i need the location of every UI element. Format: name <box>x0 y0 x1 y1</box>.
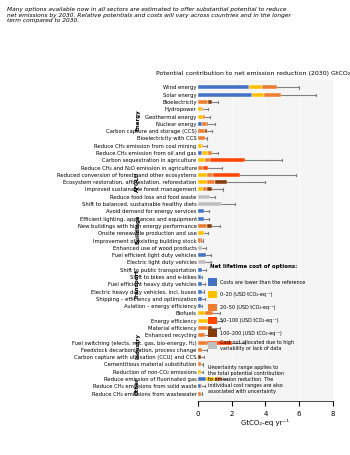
Bar <box>198 392 201 395</box>
Bar <box>202 122 206 126</box>
Bar <box>198 107 202 111</box>
Bar <box>198 224 206 228</box>
Bar <box>262 86 277 90</box>
Bar <box>198 246 202 250</box>
Bar <box>208 318 213 323</box>
Bar <box>198 231 204 235</box>
Bar <box>252 93 264 97</box>
Text: Energy: Energy <box>135 109 140 131</box>
Bar <box>206 173 213 177</box>
Text: Uncertainty range applies to
the total potential contribution
to emission reduct: Uncertainty range applies to the total p… <box>208 365 284 394</box>
Bar <box>198 362 201 366</box>
Bar <box>215 180 227 184</box>
Bar <box>206 187 212 192</box>
Bar <box>198 144 202 148</box>
Bar <box>201 238 202 243</box>
Bar <box>198 282 202 286</box>
Bar <box>206 224 212 228</box>
Bar <box>202 107 203 111</box>
Bar <box>198 318 208 323</box>
Text: 100–200 (USD tCO₂-eq⁻¹): 100–200 (USD tCO₂-eq⁻¹) <box>220 331 281 335</box>
Text: AFOLU: AFOLU <box>135 172 140 192</box>
Bar <box>264 93 281 97</box>
Bar <box>213 173 240 177</box>
Bar <box>198 370 201 374</box>
Text: Cost not allocated due to high
variability or lack of data: Cost not allocated due to high variabili… <box>220 340 294 351</box>
Bar <box>198 187 203 192</box>
Bar <box>198 289 202 293</box>
Bar <box>205 129 206 133</box>
Bar <box>208 151 212 155</box>
Bar <box>205 311 213 315</box>
Bar <box>198 115 203 119</box>
Bar <box>210 158 245 162</box>
Bar <box>198 348 202 352</box>
Bar <box>198 151 202 155</box>
Bar <box>198 238 201 243</box>
Bar <box>198 129 205 133</box>
Bar <box>208 100 212 104</box>
Bar <box>248 86 262 90</box>
Text: Buildings: Buildings <box>135 215 140 244</box>
Text: Industry: Industry <box>135 333 140 359</box>
Text: 0–20 (USD tCO₂-eq⁻¹): 0–20 (USD tCO₂-eq⁻¹) <box>220 293 272 297</box>
Bar <box>205 158 210 162</box>
Bar <box>198 275 201 279</box>
Bar <box>208 326 212 330</box>
Bar <box>198 268 202 272</box>
Bar <box>198 355 201 359</box>
Bar <box>198 136 205 141</box>
Bar <box>215 377 222 381</box>
Text: 50–100 (USD tCO₂-eq⁻¹): 50–100 (USD tCO₂-eq⁻¹) <box>220 318 279 323</box>
Bar <box>198 297 202 301</box>
Bar <box>198 173 206 177</box>
Text: ─ ─: ─ ─ <box>208 366 217 371</box>
Bar <box>198 311 205 315</box>
Bar <box>198 166 203 170</box>
Bar <box>203 187 206 192</box>
Text: Costs are lower than the reference: Costs are lower than the reference <box>220 280 305 284</box>
Bar <box>202 144 203 148</box>
Bar <box>198 260 206 264</box>
Bar <box>198 195 210 199</box>
Bar <box>206 180 215 184</box>
Bar <box>201 384 202 388</box>
Title: Potential contribution to net emission reduction (2030) GtCO₂-eq yr⁻¹: Potential contribution to net emission r… <box>156 70 350 76</box>
Bar <box>198 217 204 221</box>
Bar <box>198 209 204 213</box>
Bar <box>198 377 206 381</box>
Bar <box>206 340 232 344</box>
Text: Transport: Transport <box>135 269 140 299</box>
Bar <box>198 100 208 104</box>
Bar <box>198 93 252 97</box>
Bar <box>198 326 208 330</box>
Bar <box>198 304 201 308</box>
Bar <box>198 340 206 344</box>
Bar <box>206 377 215 381</box>
Text: Other: Other <box>135 378 140 395</box>
Bar <box>198 86 248 90</box>
Bar <box>198 333 205 337</box>
Bar <box>198 158 205 162</box>
Bar <box>198 202 222 206</box>
Bar <box>203 166 208 170</box>
Bar <box>203 115 205 119</box>
Bar <box>198 253 206 257</box>
X-axis label: GtCO₂-eq yr⁻¹: GtCO₂-eq yr⁻¹ <box>241 420 289 426</box>
Text: 20–50 (USD tCO₂-eq⁻¹): 20–50 (USD tCO₂-eq⁻¹) <box>220 305 275 310</box>
Bar <box>198 180 206 184</box>
Text: Net lifetime cost of options:: Net lifetime cost of options: <box>210 264 298 269</box>
Bar <box>198 122 202 126</box>
Bar <box>198 384 201 388</box>
Bar <box>206 122 208 126</box>
Bar <box>202 151 208 155</box>
Text: Many options available now in all sectors are estimated to offer substantial pot: Many options available now in all sector… <box>7 7 291 23</box>
